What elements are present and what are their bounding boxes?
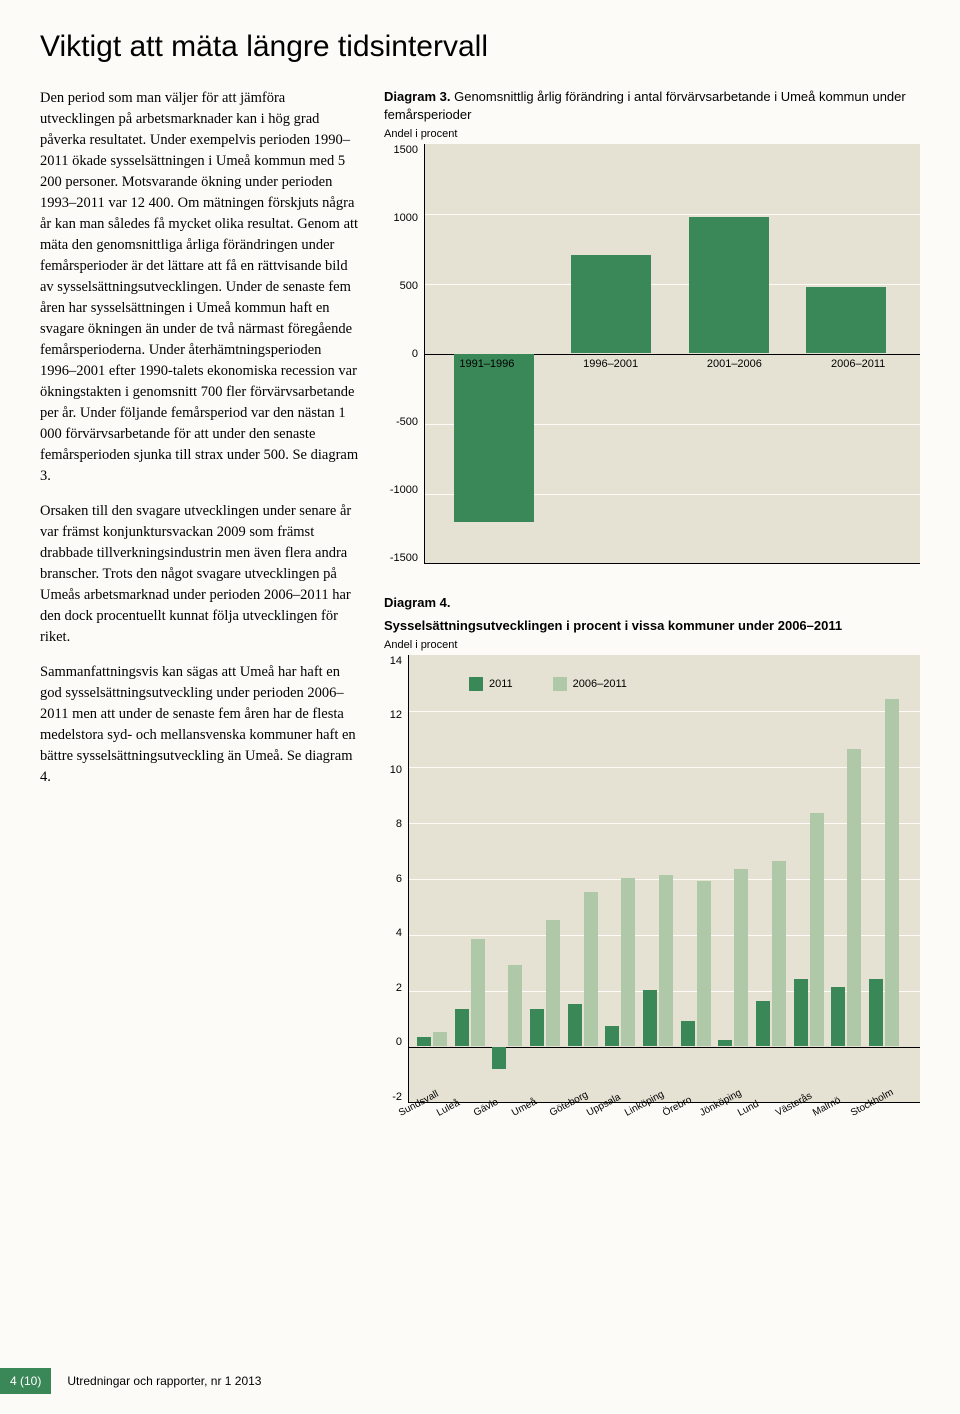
publication-info: Utredningar och rapporter, nr 1 2013	[67, 1374, 261, 1388]
legend-label: 2006–2011	[573, 678, 627, 690]
body-paragraph-3: Sammanfattningsvis kan sägas att Umeå ha…	[40, 662, 360, 788]
chart-3-bar	[689, 217, 769, 354]
chart-4-yaxis: 14 12 10 8 6 4 2 0 -2	[384, 655, 408, 1103]
chart-4-legend: 2011 2006–2011	[469, 677, 627, 691]
chart-3-plot: 1991–19961996–20012001–20062006–2011	[424, 144, 920, 564]
chart-4-bar	[734, 869, 748, 1045]
chart-4-bar	[605, 1026, 619, 1046]
legend-label: 2011	[489, 678, 513, 690]
chart-4-bar	[417, 1037, 431, 1045]
chart-3-ytick: 0	[384, 348, 418, 360]
chart-4-bar	[621, 878, 635, 1046]
chart-4-bar	[831, 987, 845, 1046]
body-paragraph-2: Orsaken till den svagare utvecklingen un…	[40, 501, 360, 648]
chart-4-bar	[492, 1047, 506, 1069]
legend-item: 2011	[469, 677, 513, 691]
chart-4-xlabel: Göteborg	[548, 1089, 590, 1118]
chart-4-bar	[718, 1040, 732, 1046]
chart-4-ytick: 2	[384, 982, 402, 994]
chart-4-ytick: 0	[384, 1036, 402, 1048]
chart-4-bar	[584, 892, 598, 1046]
body-paragraph-1: Den period som man väljer för att jämför…	[40, 88, 360, 487]
chart-3-subtitle: Andel i procent	[384, 128, 920, 140]
chart-4-bar	[681, 1021, 695, 1046]
legend-swatch	[469, 677, 483, 691]
chart-3-yaxis: 1500 1000 500 0 -500 -1000 -1500	[384, 144, 424, 564]
chart-4: Diagram 4. Sysselsättningsutvecklingen i…	[384, 594, 920, 1102]
chart-3-bar	[571, 255, 651, 353]
page-title: Viktigt att mäta längre tidsintervall	[40, 30, 920, 64]
chart-4-xlabel: Uppsala	[585, 1092, 623, 1119]
chart-4-xlabel: Gävle	[472, 1096, 500, 1118]
chart-4-xlabel: Stockholm	[849, 1087, 895, 1119]
chart-4-bar	[508, 965, 522, 1046]
chart-4-bar	[568, 1004, 582, 1046]
chart-4-xlabel: Jönköping	[698, 1087, 743, 1118]
chart-4-bar	[772, 861, 786, 1046]
chart-3-xlabel: 1991–1996	[425, 358, 549, 370]
chart-4-bar	[433, 1032, 447, 1046]
chart-3-xlabel: 1996–2001	[549, 358, 673, 370]
chart-3-xlabel: 2001–2006	[673, 358, 797, 370]
legend-swatch	[553, 677, 567, 691]
chart-4-ytick: 6	[384, 873, 402, 885]
chart-4-xlabel: Lund	[736, 1098, 761, 1118]
chart-3-ytick: 1500	[384, 144, 418, 156]
page-number: 4 (10)	[0, 1368, 51, 1394]
chart-3-xlabel: 2006–2011	[796, 358, 920, 370]
chart-4-title: Diagram 4.	[384, 594, 920, 612]
chart-4-bar	[794, 979, 808, 1046]
chart-4-bar	[659, 875, 673, 1046]
chart-4-ytick: 12	[384, 709, 402, 721]
chart-4-bar	[455, 1009, 469, 1045]
chart-4-xlabel: Västerås	[774, 1090, 814, 1118]
page-footer: 4 (10) Utredningar och rapporter, nr 1 2…	[0, 1368, 261, 1394]
chart-4-ytick: 14	[384, 655, 402, 667]
chart-3: Diagram 3. Genomsnittlig årlig förändrin…	[384, 88, 920, 564]
chart-4-title-line2: Sysselsättningsutvecklingen i procent i …	[384, 617, 920, 635]
chart-3-ytick: -500	[384, 416, 418, 428]
body-text-column: Den period som man väljer för att jämför…	[40, 88, 360, 1103]
chart-4-bar	[756, 1001, 770, 1046]
chart-4-plot: 20112006–2011SundsvallLuleåGävleUmeåGöte…	[408, 655, 920, 1103]
chart-4-bar	[847, 749, 861, 1046]
chart-4-xlabel: Malmö	[811, 1095, 843, 1119]
chart-4-bar	[697, 881, 711, 1046]
chart-4-ytick: 8	[384, 818, 402, 830]
chart-4-bar	[869, 979, 883, 1046]
chart-4-bar	[471, 939, 485, 1045]
chart-3-ytick: -1000	[384, 484, 418, 496]
chart-4-bar	[885, 699, 899, 1046]
chart-4-xlabel: Luleå	[435, 1097, 462, 1118]
chart-4-ytick: 10	[384, 764, 402, 776]
chart-3-bar	[806, 287, 886, 354]
chart-3-ytick: -1500	[384, 552, 418, 564]
chart-4-bar	[810, 813, 824, 1045]
legend-item: 2006–2011	[553, 677, 627, 691]
chart-4-bar	[546, 920, 560, 1046]
chart-4-xlabel: Umeå	[510, 1096, 539, 1118]
chart-4-bar	[643, 990, 657, 1046]
chart-4-xlabel: Linköping	[623, 1089, 666, 1119]
chart-3-title: Diagram 3. Genomsnittlig årlig förändrin…	[384, 88, 920, 124]
chart-3-ytick: 500	[384, 280, 418, 292]
chart-4-ytick: 4	[384, 927, 402, 939]
chart-4-bar	[530, 1009, 544, 1045]
chart-4-subtitle: Andel i procent	[384, 639, 920, 651]
chart-4-ytick: -2	[384, 1091, 402, 1103]
chart-3-ytick: 1000	[384, 212, 418, 224]
chart-3-bar	[454, 354, 534, 522]
